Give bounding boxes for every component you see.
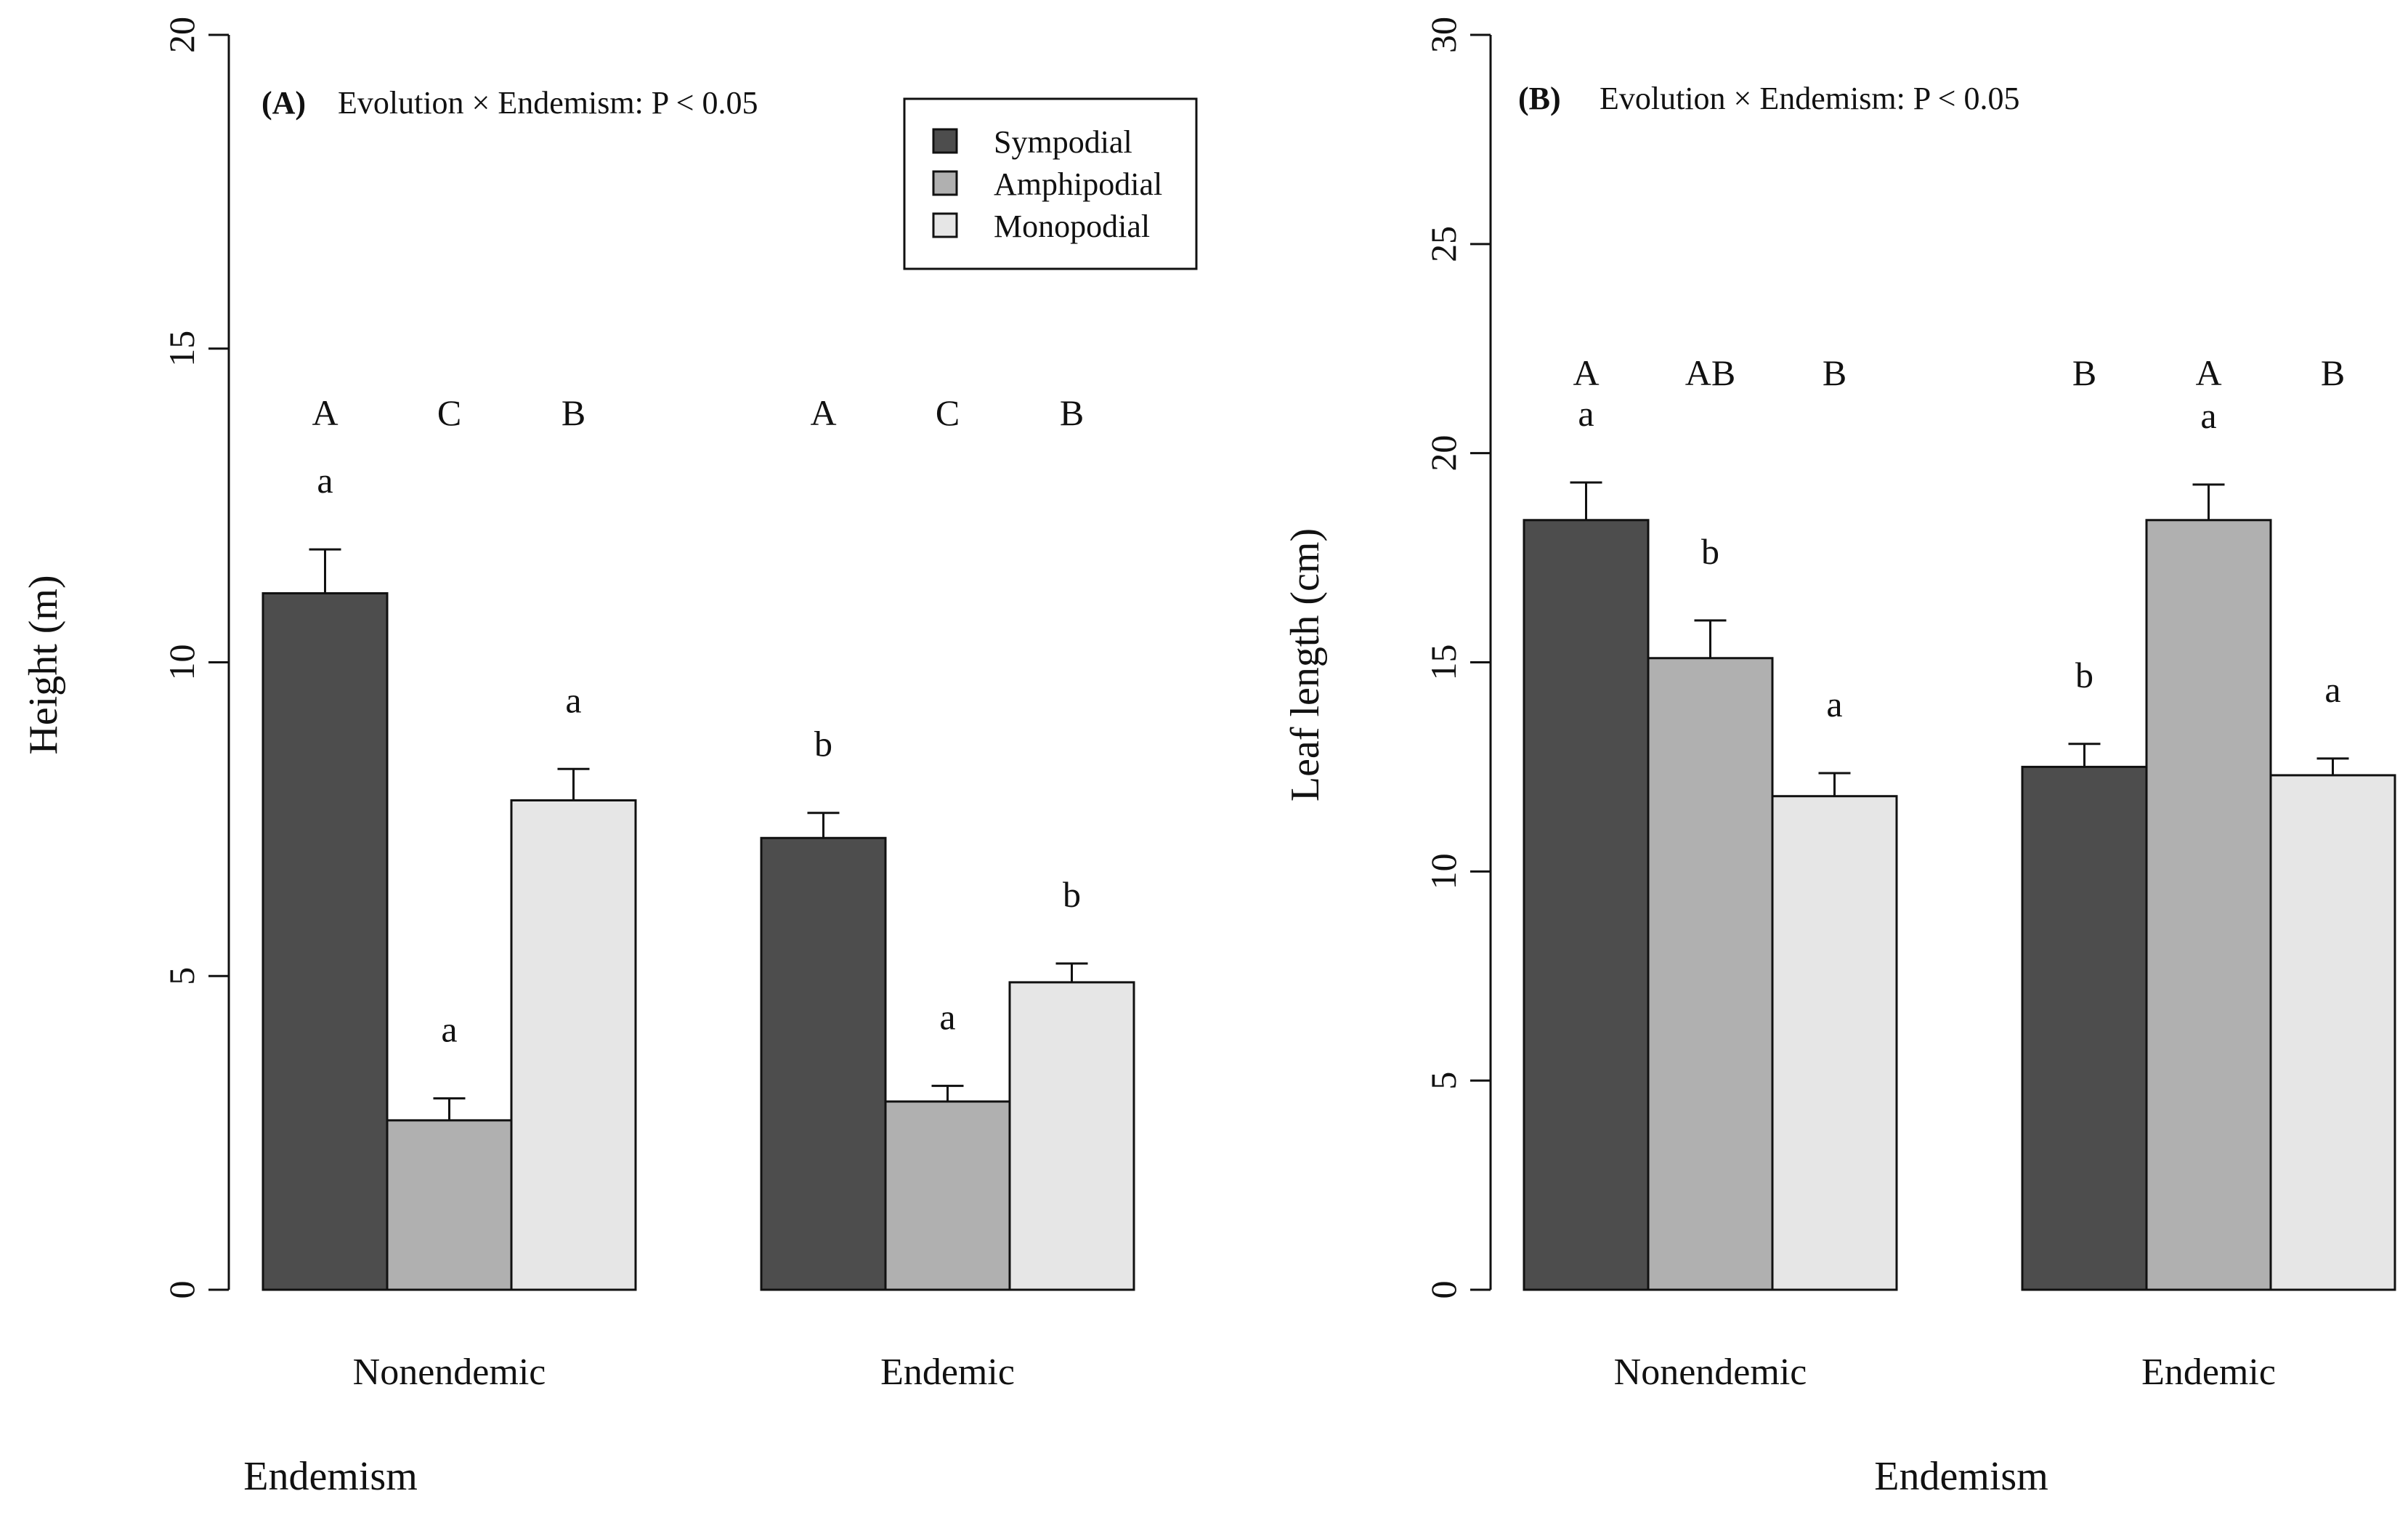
x-category-label: Nonendemic	[1614, 1352, 1807, 1393]
within-group-letter: a	[2324, 669, 2340, 710]
within-group-letter: a	[1826, 684, 1842, 724]
panel-b-y-axis-title: Leaf length (cm)	[1283, 528, 1328, 801]
bar-amphipodial-nonendemic	[386, 1119, 513, 1291]
bar-sympodial-nonendemic	[262, 592, 389, 1291]
within-group-letter: b	[1701, 531, 1719, 572]
between-group-letter: A	[2195, 352, 2221, 393]
y-tick-label: 5	[1423, 1072, 1464, 1090]
bar-amphipodial-nonendemic	[1647, 657, 1774, 1291]
between-group-letter: AB	[1685, 352, 1735, 393]
legend-swatch-sympodial	[932, 128, 958, 154]
legend-label-monopodial: Monopodial	[994, 209, 1150, 244]
within-group-letter: a	[2200, 395, 2216, 436]
y-tick-label: 0	[161, 1281, 202, 1299]
legend-label-amphipodial: Amphipodial	[994, 166, 1162, 202]
y-tick-label: 30	[1423, 17, 1464, 53]
y-tick-label: 25	[1423, 226, 1464, 262]
panel-b-y-axis: 0 5 10 15 20 25 30	[1423, 17, 1492, 1299]
within-group-letter: b	[2075, 655, 2093, 695]
bar-monopodial-endemic	[1008, 981, 1135, 1291]
y-tick-label: 10	[1423, 853, 1464, 889]
panel-a-category-labels: Nonendemic Endemic	[353, 1352, 1015, 1393]
bar-monopodial-nonendemic	[1771, 795, 1898, 1291]
panel-a-x-axis-title: Endemism	[243, 1454, 418, 1499]
between-group-letter: B	[1060, 392, 1084, 433]
within-group-letter: b	[814, 724, 832, 764]
panel-a-header: (A) Evolution × Endemism: P < 0.05	[262, 85, 758, 121]
y-tick-label: 15	[1423, 645, 1464, 681]
panel-a-letter: (A)	[262, 85, 306, 121]
bar-sympodial-endemic	[760, 836, 887, 1291]
y-tick-label: 5	[161, 967, 202, 985]
panel-b-x-axis-title: Endemism	[1874, 1454, 2048, 1499]
between-group-letter: C	[437, 392, 461, 433]
panel-b-title: Evolution × Endemism: P < 0.05	[1600, 81, 2019, 116]
bar-monopodial-nonendemic	[510, 799, 637, 1291]
panel-b-category-labels: Nonendemic Endemic	[1614, 1352, 2276, 1393]
within-group-letter: a	[939, 996, 955, 1037]
legend-swatch-amphipodial	[932, 170, 958, 196]
panel-a: (A) Evolution × Endemism: P < 0.05 Endem…	[21, 17, 1198, 1499]
within-group-letter: b	[1063, 874, 1081, 915]
y-tick-label: 15	[161, 331, 202, 367]
between-group-letter: B	[2321, 352, 2345, 393]
panel-b-letter: (B)	[1518, 81, 1561, 116]
bar-amphipodial-endemic	[884, 1100, 1011, 1291]
y-tick-label: 20	[161, 17, 202, 53]
between-group-letter: A	[1573, 352, 1599, 393]
x-category-label: Nonendemic	[353, 1352, 546, 1393]
panel-a-title: Evolution × Endemism: P < 0.05	[338, 85, 758, 121]
between-group-letter: B	[2072, 352, 2096, 393]
x-category-label: Endemic	[2141, 1352, 2276, 1393]
panel-a-y-axis: 0 5 10 15 20	[161, 17, 230, 1299]
between-group-letter: B	[1823, 352, 1846, 393]
within-group-letter: a	[441, 1009, 457, 1050]
bar-amphipodial-endemic	[2145, 519, 2272, 1291]
bar-sympodial-endemic	[2021, 765, 2148, 1291]
within-group-letter: a	[1578, 393, 1594, 434]
bar-monopodial-endemic	[2269, 774, 2396, 1291]
y-tick-label: 0	[1423, 1281, 1464, 1299]
within-group-letter: a	[565, 679, 581, 720]
between-group-letter: C	[936, 392, 960, 433]
between-group-letter: A	[312, 392, 338, 433]
legend-label-sympodial: Sympodial	[994, 124, 1132, 160]
y-tick-label: 10	[161, 645, 202, 681]
panel-b: (B) Evolution × Endemism: P < 0.05 Endem…	[1283, 17, 2396, 1499]
between-group-letter: A	[810, 392, 836, 433]
legend: Sympodial Amphipodial Monopodial	[903, 97, 1198, 270]
legend-swatch-monopodial	[932, 212, 958, 238]
bar-sympodial-nonendemic	[1523, 519, 1650, 1291]
within-group-letter: a	[317, 460, 333, 501]
panel-b-header: (B) Evolution × Endemism: P < 0.05	[1518, 81, 2019, 116]
panel-a-y-axis-title: Height (m)	[21, 575, 66, 754]
x-category-label: Endemic	[880, 1352, 1015, 1393]
y-tick-label: 20	[1423, 435, 1464, 472]
between-group-letter: B	[562, 392, 585, 433]
